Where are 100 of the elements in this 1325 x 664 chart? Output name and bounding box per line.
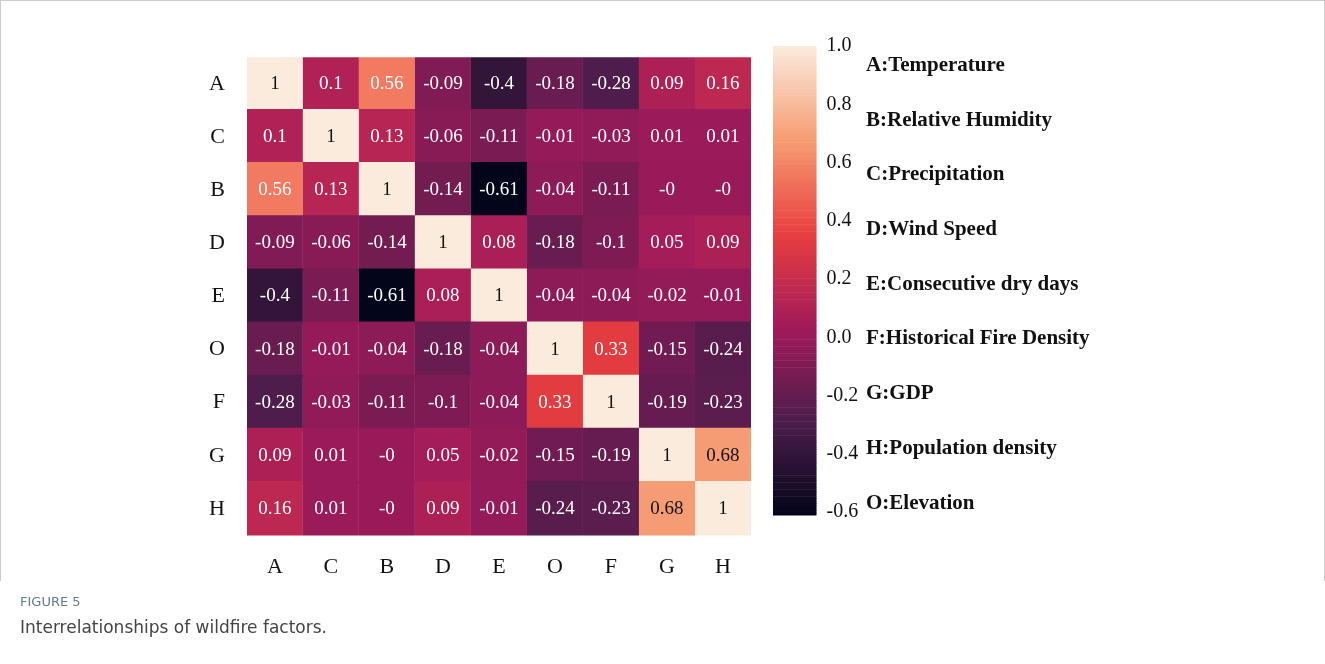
data-label: -0.02 [647,284,687,306]
x-tick-label: F [604,552,618,578]
data-label: 0.13 [370,124,404,146]
data-label: -0.23 [591,497,631,519]
data-label: 0.33 [594,337,628,359]
data-label: 1 [326,124,336,146]
data-label: -0.11 [311,284,351,306]
data-label: 0.16 [706,71,740,93]
data-label: 1 [494,284,504,306]
data-label: -0.14 [367,231,408,253]
data-label: 0.68 [706,443,740,465]
color-bar-label: 1.0 [826,33,852,56]
color-bar-label: -0.2 [826,382,859,405]
data-label: -0.18 [535,231,575,253]
data-label: 0.33 [538,390,572,412]
data-label: -0.01 [311,337,351,359]
data-label: -0.01 [703,284,743,306]
data-label: -0.23 [703,390,743,412]
y-tick-label: G [209,441,225,467]
data-label: 0.01 [314,497,348,519]
data-label: -0.04 [367,337,408,359]
text: O:Elevation [866,489,976,516]
color-bar-label: 0.6 [826,149,852,172]
data-label: -0.19 [647,390,687,412]
data-label: 1 [438,231,448,253]
data-label: 1 [270,71,280,93]
y-tick-label: O [209,335,225,361]
data-label: -0.19 [591,443,631,465]
color-bar-label: 0.8 [826,91,852,114]
data-label: -0.09 [255,231,295,253]
data-label: -0.11 [591,178,631,200]
x-tick-label: H [715,552,732,578]
data-label: 0.09 [706,231,740,253]
data-label: 0.09 [650,71,684,93]
data-label: -0.24 [535,497,576,519]
data-label: -0.01 [479,497,519,519]
data-label: -0 [379,497,395,519]
data-label: -0.06 [423,124,463,146]
data-label: 0.08 [426,284,460,306]
y-tick-label: A [209,69,225,95]
data-label: -0.18 [255,337,295,359]
data-label: -0.06 [311,231,351,253]
y-tick-label: B [210,175,225,201]
data-label: -0.09 [423,71,463,93]
data-label: -0.61 [367,284,407,306]
data-label: 1 [550,337,560,359]
data-label: -0.04 [479,390,520,412]
data-label: -0 [379,443,395,465]
data-label: 0.1 [319,71,343,93]
x-tick-label: D [434,552,451,578]
y-tick-label: D [209,229,225,255]
x-tick-label: B [379,552,395,578]
data-label: 1 [606,390,616,412]
color-bar-label: -0.6 [826,499,859,522]
data-label: -0.02 [479,443,519,465]
data-label: 0.16 [258,497,292,519]
color-bar-label: 0.4 [826,208,852,231]
data-label: -0.28 [255,390,295,412]
data-label: -0.4 [259,284,291,306]
data-label: 0.56 [258,178,292,200]
x-tick-label: G [659,552,676,578]
text: D:Wind Speed [866,216,998,243]
text: C:Precipitation [866,161,1006,188]
data-label: 0.08 [482,231,516,253]
data-label: -0.11 [367,390,407,412]
data-label: 0.01 [706,124,740,146]
data-label: -0.1 [595,231,627,253]
data-label: 0.01 [650,124,684,146]
x-tick-label: C [323,552,339,578]
data-label: -0.14 [423,178,464,200]
data-label: 1 [662,443,672,465]
data-label: -0 [659,178,675,200]
data-label: -0.04 [479,337,520,359]
data-label: -0.04 [535,284,576,306]
x-tick-label: O [547,552,563,578]
text: F:Historical Fire Density [866,325,1090,352]
data-label: 0.09 [426,497,460,519]
data-label: -0.18 [535,71,575,93]
text: E:Consecutive dry days [866,270,1080,297]
data-label: -0.28 [591,71,631,93]
data-label: -0.01 [535,124,575,146]
data-label: -0.1 [427,390,458,412]
data-label: -0.04 [591,284,632,306]
data-label: 1 [382,178,392,200]
text: Interrelationships of wildfire factors. [20,617,327,637]
text: A:Temperature [866,52,1006,78]
data-label: 1 [718,497,728,519]
y-tick-label: C [210,122,225,148]
data-label: -0.61 [479,178,519,200]
data-label: -0.4 [483,71,515,93]
y-tick-label: F [212,388,225,414]
data-label: 0.13 [314,178,348,200]
data-label: -0.11 [479,124,519,146]
data-label: -0.15 [647,337,687,359]
y-tick-label: H [209,494,225,520]
data-label: 0.56 [370,71,404,93]
data-label: -0.04 [535,178,576,200]
data-label: -0.15 [535,443,575,465]
data-label: -0.03 [591,124,631,146]
data-label: 0.68 [650,497,684,519]
